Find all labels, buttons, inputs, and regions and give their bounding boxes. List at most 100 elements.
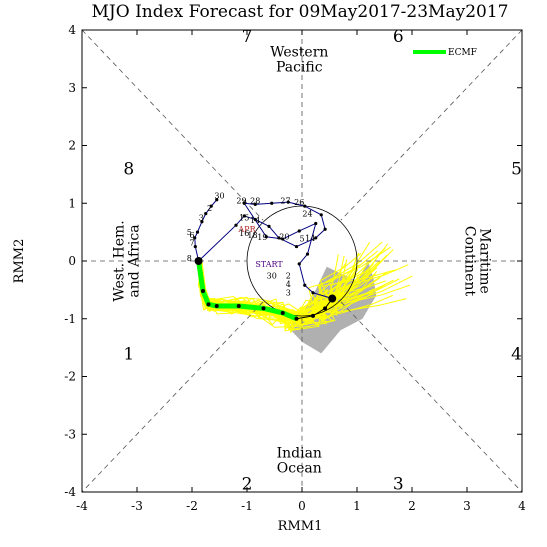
- ensemble-member-line: [200, 261, 409, 321]
- day-label: 18: [247, 231, 257, 240]
- y-tick-label: 1: [68, 196, 76, 210]
- observed-point: [267, 224, 271, 228]
- ensemble-mean-point: [206, 302, 211, 307]
- ensemble-mean-point: [261, 306, 266, 311]
- y-axis-title: RMM2: [12, 239, 27, 284]
- observed-point: [253, 202, 257, 207]
- y-tick-label: 3: [68, 81, 76, 95]
- x-axis: -4 -3 -2 -1 0 1 2 3 4: [76, 30, 526, 513]
- phase-number-2: 2: [242, 474, 253, 494]
- observed-point: [204, 212, 208, 216]
- day-label: 14: [305, 234, 315, 243]
- ensemble-members: [195, 241, 413, 334]
- ensemble-mean-point: [214, 304, 219, 309]
- ensemble-mean-point: [201, 289, 205, 294]
- observed-point: [297, 229, 301, 233]
- y-tick-label: -4: [64, 485, 76, 499]
- day-label: 27: [280, 196, 290, 205]
- ensemble-mean-point: [236, 304, 241, 309]
- observed-point: [234, 223, 238, 227]
- observed-point: [281, 237, 285, 241]
- phase-divider: [340, 301, 523, 493]
- day-label: 4: [286, 280, 291, 289]
- day-label: 8: [187, 254, 192, 263]
- phase-number-3: 3: [393, 474, 404, 494]
- observed-point: [330, 296, 334, 301]
- region-label-line: West. Hem.: [112, 220, 128, 301]
- day-label: 15: [239, 214, 249, 223]
- x-tick-label: 4: [518, 499, 526, 513]
- x-tick-label: 0: [298, 499, 306, 513]
- legend-label: ECMF: [448, 48, 477, 58]
- observed-point: [253, 217, 257, 222]
- ensemble-member-line: [200, 247, 386, 328]
- observed-point: [270, 201, 274, 205]
- day-label: 5: [299, 234, 304, 243]
- ensemble-mean-point: [323, 306, 328, 311]
- y-tick-label: 4: [68, 23, 76, 37]
- x-tick-label: 3: [463, 499, 471, 513]
- y-tick-label: 2: [68, 139, 76, 153]
- phase-number-7: 7: [242, 27, 253, 47]
- day-label: APR: [237, 225, 256, 234]
- ecmf-forecast-line: [196, 260, 298, 322]
- y-tick-label: -3: [64, 427, 76, 441]
- observed-point: [209, 204, 213, 208]
- y-tick-label: -2: [64, 370, 76, 384]
- day-label: 30: [214, 192, 224, 201]
- observed-point: [193, 236, 197, 240]
- phase-divider: [81, 29, 264, 221]
- chart-title: MJO Index Forecast for 09May2017-23May20…: [92, 2, 509, 22]
- ensemble-mean-point: [311, 313, 315, 318]
- region-label-line: Ocean: [277, 461, 322, 477]
- day-label: 19: [257, 233, 267, 242]
- x-tick-label: -4: [76, 499, 88, 513]
- x-tick-label: -1: [241, 499, 253, 513]
- observed-point: [314, 221, 318, 226]
- region-label-line: Indian: [277, 446, 322, 462]
- day-label: 2: [207, 204, 212, 213]
- day-label: 2: [286, 271, 291, 280]
- phase-number-5: 5: [511, 160, 522, 180]
- day-label: 3: [199, 214, 204, 223]
- observed-point: [286, 200, 290, 204]
- observed-point: [303, 283, 307, 287]
- region-label-line: Continent: [462, 226, 478, 297]
- observed-point: [193, 244, 197, 249]
- observed-point: [314, 236, 318, 240]
- observed-point: [319, 213, 323, 217]
- observed-point: [311, 291, 315, 295]
- observed-point: [195, 230, 200, 234]
- ensemble-mean-point: [280, 310, 285, 315]
- legend: ECMF: [413, 48, 477, 58]
- ensemble-mean-point: [294, 316, 299, 321]
- x-axis-title: RMM1: [278, 519, 323, 534]
- day-label: 30: [267, 271, 277, 280]
- region-label-line: Maritime: [477, 228, 493, 294]
- observed-point: [264, 235, 268, 239]
- observed-point: [200, 220, 204, 224]
- region-label-line: Pacific: [276, 59, 323, 75]
- observed-point: [303, 204, 307, 208]
- phase-number-1: 1: [123, 344, 134, 364]
- region-label-line: and Africa: [127, 224, 143, 297]
- observed-point: [277, 236, 281, 240]
- phase-divider: [81, 301, 264, 493]
- day-label: 24: [302, 210, 312, 219]
- day-label: 28: [250, 196, 260, 205]
- region-label-line: Western: [270, 44, 328, 60]
- observed-point: [215, 198, 219, 202]
- region-label: West. Hem. and Africa: [112, 220, 143, 301]
- ensemble-member-line: [200, 243, 389, 331]
- day-label: 14: [250, 216, 260, 225]
- observed-point: [323, 227, 327, 231]
- observed-point: [294, 244, 299, 249]
- ensemble-member-line: [201, 250, 379, 325]
- x-tick-label: -2: [186, 499, 198, 513]
- day-label: 20: [279, 233, 289, 242]
